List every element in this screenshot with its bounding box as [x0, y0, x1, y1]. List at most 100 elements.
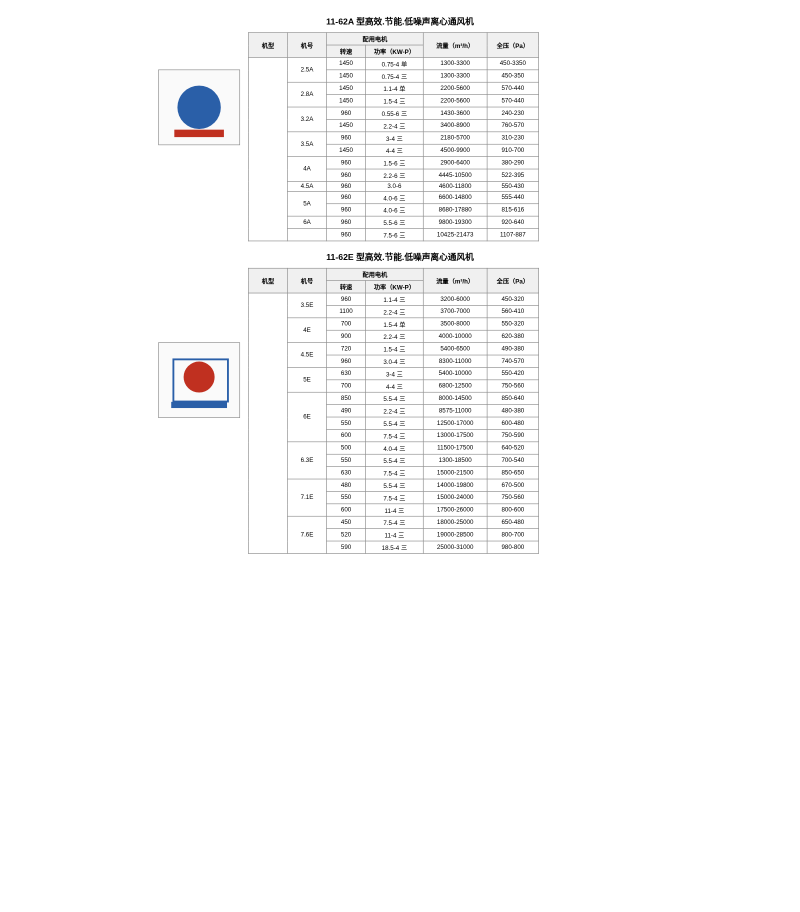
- cell-zs: 900: [327, 330, 366, 342]
- th-motor: 配用电机: [327, 268, 424, 280]
- cell-zs: 1450: [327, 70, 366, 82]
- table-row: 2.5A14500.75-4 单1300-3300450-3350: [248, 57, 538, 69]
- image-box-a: [158, 32, 239, 145]
- cell-ll: 1300-18500: [423, 454, 487, 466]
- cell-gl: 7.5-4 三: [366, 467, 424, 479]
- cell-zs: 550: [327, 417, 366, 429]
- cell-gl: 5.5-4 三: [366, 417, 424, 429]
- section-e: 机型 机号 配用电机 流量（m³/h） 全压（Pa） 转速 功率（KW-P） 3…: [158, 268, 642, 554]
- cell-qy: 750-590: [487, 429, 538, 441]
- cell-gl: 4.0-6 三: [366, 191, 424, 203]
- cell-ll: 3500-8000: [423, 318, 487, 330]
- cell-qy: 750-560: [487, 491, 538, 503]
- cell-gl: 18.5-4 三: [366, 541, 424, 553]
- th-model-type: 机型: [248, 33, 287, 58]
- cell-ll: 25000-31000: [423, 541, 487, 553]
- cell-gl: 7.5-4 三: [366, 491, 424, 503]
- cell-qy: 570-440: [487, 82, 538, 94]
- cell-ll: 3400-8900: [423, 119, 487, 131]
- cell-qy: 800-700: [487, 529, 538, 541]
- cell-gl: 3.0-4 三: [366, 355, 424, 367]
- cell-zs: 850: [327, 392, 366, 404]
- cell-ll: 6600-14800: [423, 191, 487, 203]
- cell-zs: 600: [327, 504, 366, 516]
- cell-ll: 8300-11000: [423, 355, 487, 367]
- cell-ll: 13000-17500: [423, 429, 487, 441]
- cell-model-no: 4E: [287, 318, 326, 343]
- cell-ll: 4500-9900: [423, 144, 487, 156]
- table-row: 5E6303-4 三5400-10000550-420: [248, 367, 538, 379]
- cell-ll: 8000-14500: [423, 392, 487, 404]
- cell-ll: 5400-10000: [423, 367, 487, 379]
- cell-model-no: 6E: [287, 392, 326, 442]
- cell-gl: 3-4 三: [366, 132, 424, 144]
- cell-gl: 1.5-4 单: [366, 318, 424, 330]
- cell-ll: 1430-3600: [423, 107, 487, 119]
- cell-zs: 960: [327, 293, 366, 305]
- cell-zs: 450: [327, 516, 366, 528]
- cell-zs: 960: [327, 157, 366, 169]
- cell-qy: 740-570: [487, 355, 538, 367]
- cell-gl: 5.5-4 三: [366, 392, 424, 404]
- cell-gl: 2.2-4 三: [366, 330, 424, 342]
- cell-zs: 1450: [327, 95, 366, 107]
- cell-ll: 18000-25000: [423, 516, 487, 528]
- cell-ll: 4000-10000: [423, 330, 487, 342]
- cell-zs: 700: [327, 380, 366, 392]
- cell-model-no: 6.3E: [287, 442, 326, 479]
- th-model-no: 机号: [287, 33, 326, 58]
- table-row: 6E8505.5-4 三8000-14500850-640: [248, 392, 538, 404]
- cell-gl: 11-4 三: [366, 504, 424, 516]
- cell-gl: 11-4 三: [366, 529, 424, 541]
- th-pressure: 全压（Pa）: [487, 33, 538, 58]
- cell-zs: 960: [327, 107, 366, 119]
- cell-qy: 490-380: [487, 343, 538, 355]
- cell-ll: 4445-10500: [423, 169, 487, 181]
- cell-qy: 550-430: [487, 181, 538, 191]
- cell-zs: 960: [327, 216, 366, 228]
- cell-gl: 2.2-4 三: [366, 119, 424, 131]
- cell-gl: 3-4 三: [366, 367, 424, 379]
- cell-zs: 960: [327, 204, 366, 216]
- cell-zs: 1450: [327, 82, 366, 94]
- table-row: 4A9601.5-6 三2900-6400380-290: [248, 157, 538, 169]
- cell-qy: 450-3350: [487, 57, 538, 69]
- cell-model-no: [287, 229, 326, 241]
- cell-gl: 4.0-4 三: [366, 442, 424, 454]
- cell-model-no: 4A: [287, 157, 326, 182]
- cell-qy: 670-500: [487, 479, 538, 491]
- table-row: 7.6E4507.5-4 三18000-25000650-480: [248, 516, 538, 528]
- cell-qy: 380-290: [487, 157, 538, 169]
- table-row: 6A9605.5-6 三9800-19300920-640: [248, 216, 538, 228]
- cell-qy: 555-440: [487, 191, 538, 203]
- table-row: 3.5A9603-4 三2180-5700310-230: [248, 132, 538, 144]
- cell-qy: 640-520: [487, 442, 538, 454]
- cell-qy: 760-570: [487, 119, 538, 131]
- th-pressure: 全压（Pa）: [487, 268, 538, 293]
- cell-zs: 590: [327, 541, 366, 553]
- cell-ll: 8680-17880: [423, 204, 487, 216]
- cell-ll: 19000-28500: [423, 529, 487, 541]
- cell-gl: 4-4 三: [366, 380, 424, 392]
- cell-ll: 12500-17000: [423, 417, 487, 429]
- cell-zs: 600: [327, 429, 366, 441]
- cell-gl: 1.1-4 三: [366, 293, 424, 305]
- cell-qy: 850-650: [487, 467, 538, 479]
- cell-zs: 720: [327, 343, 366, 355]
- cell-gl: 1.5-6 三: [366, 157, 424, 169]
- cell-model-no: 2.5A: [287, 57, 326, 82]
- cell-qy: 570-440: [487, 95, 538, 107]
- cell-qy: 600-480: [487, 417, 538, 429]
- cell-zs: 480: [327, 479, 366, 491]
- th-speed: 转速: [327, 281, 366, 293]
- cell-qy: 560-410: [487, 305, 538, 317]
- cell-gl: 7.5-4 三: [366, 516, 424, 528]
- cell-ll: 2200-5600: [423, 82, 487, 94]
- cell-qy: 480-380: [487, 405, 538, 417]
- cell-gl: 4-4 三: [366, 144, 424, 156]
- cell-zs: 960: [327, 191, 366, 203]
- cell-qy: 700-540: [487, 454, 538, 466]
- cell-zs: 960: [327, 181, 366, 191]
- cell-ll: 1300-3300: [423, 57, 487, 69]
- table-e: 机型 机号 配用电机 流量（m³/h） 全压（Pa） 转速 功率（KW-P） 3…: [248, 268, 539, 554]
